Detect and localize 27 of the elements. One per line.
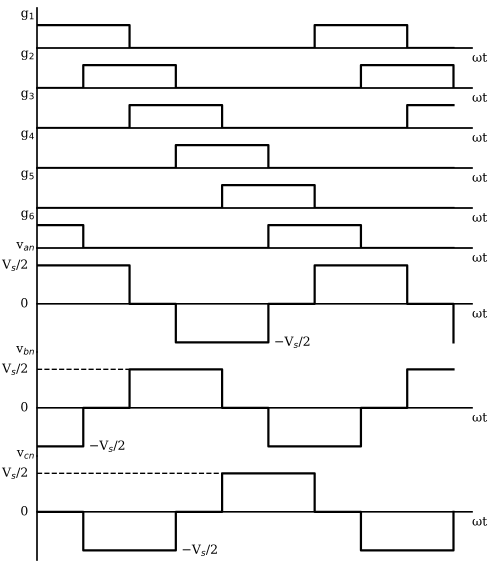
- text: V$_{s}$/2: [2, 363, 28, 375]
- text: 0: [21, 298, 28, 308]
- y-axis-title: g$_{1}$: [21, 10, 34, 20]
- y-axis-title: v$_{an}$: [16, 242, 34, 251]
- text: 0: [21, 506, 28, 516]
- text: V$_{s}$/2: [2, 467, 28, 479]
- annotation: −V$_{s}$/2: [182, 544, 217, 556]
- x-axis-title: ωt: [472, 133, 488, 142]
- x-axis-title: ωt: [472, 173, 488, 182]
- annotation: −V$_{s}$/2: [90, 440, 124, 452]
- y-axis-title: g$_{3}$: [21, 90, 34, 100]
- x-axis-title: ωt: [472, 253, 488, 262]
- y-axis-title: v$_{bn}$: [16, 346, 34, 355]
- text: V$_{s}$/2: [2, 259, 28, 271]
- y-axis-title: g$_{5}$: [21, 170, 34, 180]
- x-axis-title: ωt: [472, 517, 488, 526]
- x-axis-title: ωt: [472, 309, 488, 318]
- y-axis-title: g$_{6}$: [21, 210, 34, 220]
- y-axis-title: v$_{cn}$: [16, 450, 34, 459]
- x-axis-title: ωt: [472, 213, 488, 222]
- text: 0: [21, 402, 28, 412]
- x-axis-title: ωt: [472, 93, 488, 102]
- y-axis-title: g$_{2}$: [21, 50, 34, 60]
- x-axis-title: ωt: [472, 413, 488, 422]
- y-axis-title: g$_{4}$: [21, 130, 34, 140]
- x-axis-title: ωt: [472, 53, 488, 62]
- annotation: −V$_{s}$/2: [275, 336, 310, 348]
